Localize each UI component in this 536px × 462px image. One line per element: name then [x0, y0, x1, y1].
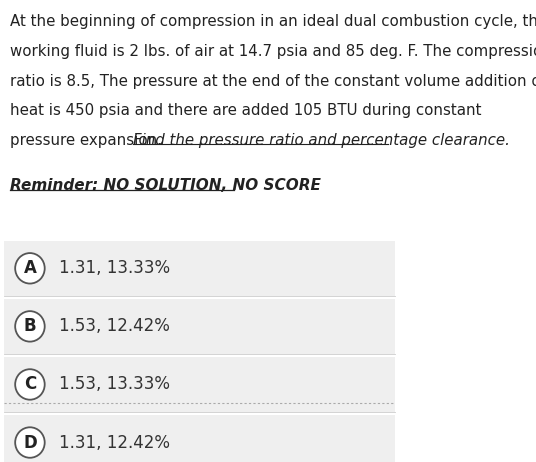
Circle shape	[15, 369, 44, 400]
Text: working fluid is 2 lbs. of air at 14.7 psia and 85 deg. F. The compression: working fluid is 2 lbs. of air at 14.7 p…	[10, 44, 536, 59]
Circle shape	[15, 427, 44, 458]
Text: pressure expansion.: pressure expansion.	[10, 133, 167, 148]
FancyBboxPatch shape	[4, 357, 395, 412]
Text: ratio is 8.5, The pressure at the end of the constant volume addition of: ratio is 8.5, The pressure at the end of…	[10, 74, 536, 89]
Text: At the beginning of compression in an ideal dual combustion cycle, the: At the beginning of compression in an id…	[10, 14, 536, 30]
Text: A: A	[24, 259, 36, 277]
Text: heat is 450 psia and there are added 105 BTU during constant: heat is 450 psia and there are added 105…	[10, 103, 481, 118]
Text: 1.53, 12.42%: 1.53, 12.42%	[59, 317, 170, 335]
FancyBboxPatch shape	[4, 299, 395, 354]
Text: D: D	[23, 433, 37, 451]
Circle shape	[15, 311, 44, 341]
Circle shape	[15, 253, 44, 284]
Text: B: B	[24, 317, 36, 335]
Text: 1.31, 13.33%: 1.31, 13.33%	[59, 259, 170, 277]
Text: Find the pressure ratio and percentage clearance.: Find the pressure ratio and percentage c…	[133, 133, 510, 148]
FancyBboxPatch shape	[4, 241, 395, 296]
Text: C: C	[24, 376, 36, 394]
Text: 1.53, 13.33%: 1.53, 13.33%	[59, 376, 170, 394]
FancyBboxPatch shape	[4, 415, 395, 462]
Text: Reminder: NO SOLUTION, NO SCORE: Reminder: NO SOLUTION, NO SCORE	[10, 177, 321, 193]
Text: 1.31, 12.42%: 1.31, 12.42%	[59, 433, 170, 451]
